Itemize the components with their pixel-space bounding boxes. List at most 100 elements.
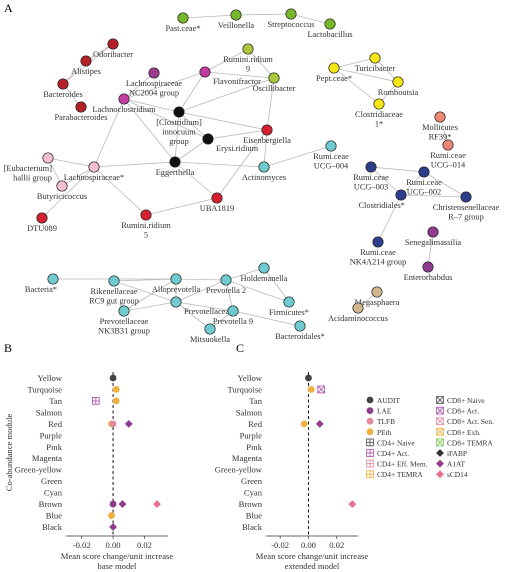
x-axis-label-model: base model <box>98 561 138 571</box>
legend-label: CD4+ Act. <box>377 449 409 458</box>
network-node-label: Firmicutes* <box>269 308 309 317</box>
marker-circle <box>307 386 315 393</box>
legend-item: LAE <box>366 407 392 416</box>
network-edge <box>93 166 147 216</box>
network-node-label: [Eubacterium] hallii group <box>4 164 53 182</box>
network-edge <box>204 48 249 73</box>
panel-label-a: A <box>4 1 13 15</box>
network-node <box>169 156 181 168</box>
network-node-label: Christensenellaceae R–7 group <box>433 203 500 221</box>
y-tick-label: Salmon <box>36 407 63 417</box>
network-node <box>325 140 337 152</box>
network-node <box>261 124 273 136</box>
marker-diamond <box>124 419 133 428</box>
y-tick-label: Turquoise <box>27 384 62 394</box>
marker-box-x <box>317 385 326 394</box>
network-node-label: Lachnospiraceae* <box>64 173 124 182</box>
network-node-label: Lactobacillus <box>307 30 352 39</box>
marker-box-plus <box>366 449 374 457</box>
network-edge <box>377 194 402 243</box>
marker-circle <box>305 374 312 382</box>
network-edge <box>178 111 268 131</box>
marker-box-plus <box>91 397 100 405</box>
network-edge <box>263 129 268 168</box>
y-tick-label: Black <box>42 522 63 532</box>
network-node <box>395 189 407 201</box>
co-abundance-network: Past.ceae* Veillonella StreptococcusLactob… <box>4 8 500 344</box>
legend-label: sCD14 <box>447 470 468 479</box>
network-node-label: Rumini.ridium 9 <box>223 55 273 73</box>
legend-label: A1AT <box>447 460 466 469</box>
network-node-label: Rumi.ceae UCG–004 <box>313 152 349 170</box>
network-edge <box>216 129 268 199</box>
network-node-label: Rumi.ceae UCG–003 <box>353 173 389 191</box>
network-node <box>108 275 120 287</box>
network-node-label: Rumi.ceae NK4A214 group <box>350 248 407 266</box>
x-tick-label: -0.02 <box>271 540 289 550</box>
network-edge <box>247 48 275 79</box>
network-node <box>211 192 223 204</box>
marker-box-plus <box>366 459 374 468</box>
network-node <box>80 55 92 67</box>
network-node-label: Prevotella 2 <box>206 286 246 295</box>
legend-item: CD4+ Naive <box>366 438 415 447</box>
network-node <box>199 66 211 78</box>
network-node-label: Bacteria* <box>25 285 57 294</box>
y-tick-label: Brown <box>239 499 263 509</box>
marker-circle <box>109 420 117 428</box>
network-node <box>118 93 130 105</box>
network-edge <box>370 166 425 173</box>
network-node <box>352 302 364 314</box>
y-tick-label: Pink <box>46 442 62 452</box>
network-edge <box>423 171 467 198</box>
y-tick-label: Salmon <box>236 407 263 417</box>
network-node <box>324 18 336 30</box>
network-node-label: [Clostridium] innocuum group <box>156 118 202 146</box>
legend-item: CD8+ TEMRA <box>436 438 493 447</box>
network-node-label: Erysi.ridium <box>216 144 259 153</box>
legend-label: CD4+ TEMRA <box>377 470 423 479</box>
y-tick-label: Purple <box>240 430 263 440</box>
network-edge <box>123 98 209 140</box>
network-node <box>258 161 270 173</box>
network-node <box>204 323 216 335</box>
network-node <box>220 274 232 286</box>
network-edge <box>178 71 206 113</box>
network-node <box>230 9 242 21</box>
marker-circle <box>112 386 120 393</box>
marker-circle <box>366 428 374 436</box>
network-node-label: DTU089 <box>27 224 57 233</box>
network-node <box>202 133 214 145</box>
network-edge <box>123 278 177 312</box>
network-edge <box>178 111 209 140</box>
legend-label: TLFB <box>377 417 395 426</box>
y-tick-label: Blue <box>246 511 262 521</box>
network-node-label: Holdemanella <box>241 274 288 283</box>
network-node <box>173 106 185 118</box>
network-edge <box>175 278 227 281</box>
network-edge <box>145 197 218 216</box>
x-tick-label: -0.02 <box>73 540 91 550</box>
legend-item: CD4+ TEMRA <box>366 470 423 479</box>
x-axis-label: Mean score change/unit increase <box>256 551 369 561</box>
network-edge <box>41 166 95 219</box>
network-node <box>170 273 182 285</box>
legend-item: TLFB <box>366 417 395 426</box>
marker-diamond <box>436 459 444 468</box>
network-edge <box>174 138 209 163</box>
y-tick-label: Green-yellow <box>15 465 63 475</box>
y-tick-label: Brown <box>39 499 63 509</box>
network-edge <box>263 267 290 303</box>
network-node <box>268 72 280 84</box>
network-node <box>328 62 340 74</box>
network-node-label: Acidaminococcus <box>328 314 388 323</box>
marker-diamond <box>436 449 444 457</box>
legend-item: CD4+ Act. <box>366 449 409 458</box>
marker-box-x <box>436 427 444 436</box>
network-edge <box>427 231 434 268</box>
y-tick-label: Yellow <box>38 373 63 383</box>
network-edge <box>333 67 380 105</box>
x-tick-label: 0.00 <box>106 540 121 550</box>
y-tick-label: Turquoise <box>227 384 262 394</box>
